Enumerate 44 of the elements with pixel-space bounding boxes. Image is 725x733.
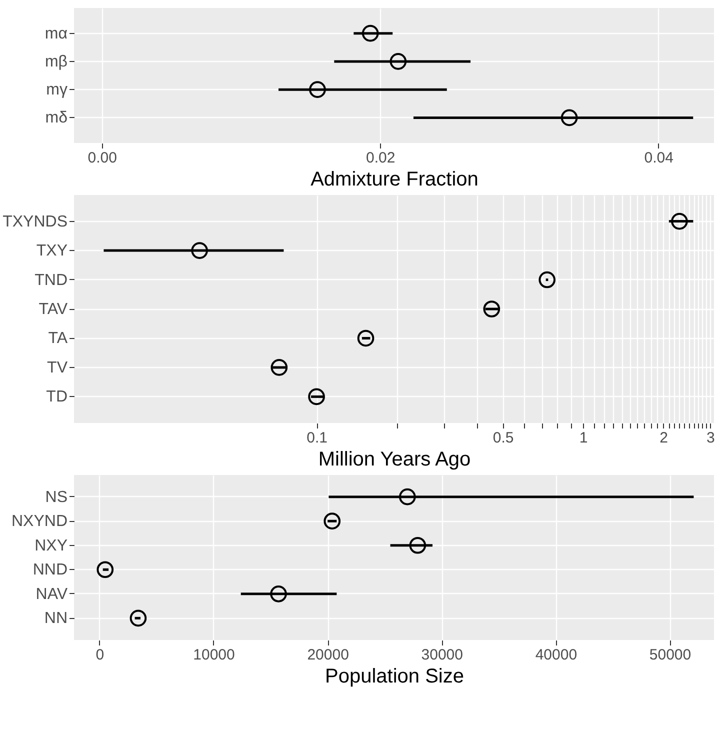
x-tick-label: 3 (706, 430, 715, 446)
x-tick-label: 40000 (535, 646, 578, 664)
y-tick-label: NS (45, 488, 68, 506)
y-tick-label: TV (47, 359, 68, 376)
y-tick-label: mδ (45, 110, 68, 127)
point (324, 512, 341, 530)
x-tick-label: 0.02 (366, 150, 396, 166)
point (390, 53, 407, 70)
point (309, 81, 326, 98)
point (96, 561, 114, 578)
x-axis-title: Admixture Fraction (310, 168, 478, 190)
x-tick-label: 0.5 (492, 430, 514, 446)
y-tick-label: mγ (46, 82, 68, 99)
point (560, 109, 578, 126)
point (409, 536, 426, 554)
y-tick-label: TAV (38, 301, 68, 318)
x-tick-label: 0.1 (306, 430, 328, 446)
x-tick-label: 2 (660, 430, 668, 446)
y-tick-label: TND (34, 272, 68, 289)
point (270, 585, 287, 602)
x-tick-label: 50000 (649, 646, 692, 664)
y-tick-label: mβ (44, 53, 68, 70)
x-tick-label: 1 (579, 430, 588, 446)
x-axis-title: Population Size (325, 666, 464, 688)
y-tick-label: TD (46, 388, 68, 406)
y-tick-label: NXY (34, 537, 68, 554)
x-axis-title: Million Years Ago (318, 448, 471, 470)
point (130, 610, 147, 627)
y-tick-label: TXY (36, 242, 68, 260)
point (362, 24, 379, 42)
y-tick-label: NN (44, 610, 68, 628)
x-tick-label: 0 (96, 646, 104, 664)
y-tick-label: NND (32, 562, 68, 579)
x-tick-label: 20000 (307, 646, 349, 664)
x-tick-label: 0.04 (644, 150, 674, 166)
x-tick-label: 0.00 (88, 150, 117, 166)
y-tick-label: NXYND (11, 513, 68, 530)
x-tick-label: 30000 (421, 646, 463, 664)
x-tick-label: 10000 (193, 646, 235, 664)
y-tick-label: NAV (36, 586, 68, 603)
y-tick-label: TXYNDS (2, 213, 68, 230)
point (398, 488, 416, 506)
y-tick-label: mα (44, 25, 68, 42)
y-tick-label: TA (48, 330, 68, 348)
